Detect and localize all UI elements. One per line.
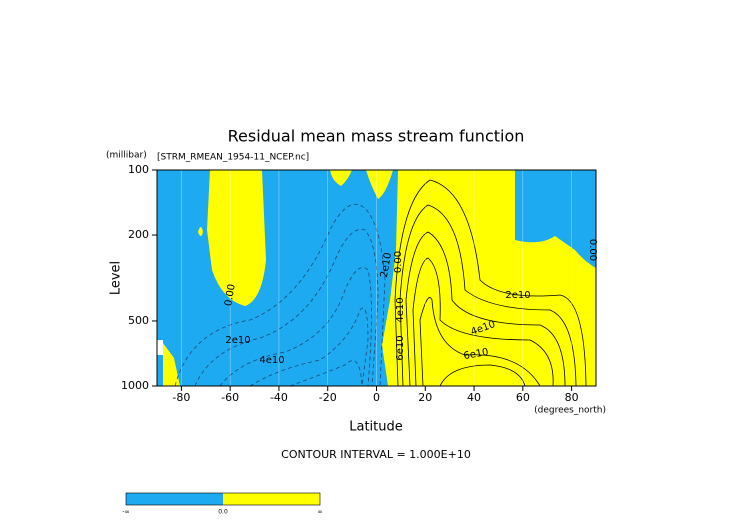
- x-tick-label: 20: [418, 391, 432, 404]
- chart-title: Residual mean mass stream function: [228, 127, 525, 146]
- colorbar-label: ∞: [318, 509, 323, 516]
- colorbar: -∞ 0.0 ∞: [122, 492, 323, 516]
- contour-label: 0.00: [587, 239, 598, 261]
- contour-label: 2e10: [505, 290, 530, 301]
- x-tick-label: -60: [221, 391, 239, 404]
- x-axis-label: Latitude: [349, 420, 403, 435]
- x-unit: (degrees_north): [534, 406, 606, 416]
- contour-label: 4e10: [395, 297, 406, 322]
- missing-data: [157, 340, 163, 355]
- contour-label: 4e10: [259, 355, 284, 366]
- x-tick-label: 0: [373, 391, 380, 404]
- x-tick-label: -40: [270, 391, 288, 404]
- y-tick-label: 500: [128, 314, 149, 327]
- x-tick-label: 80: [565, 391, 579, 404]
- colorbar-positive: [223, 493, 320, 505]
- x-tick-label: 40: [467, 391, 481, 404]
- y-tick-label: 100: [128, 163, 149, 176]
- colorbar-negative: [126, 493, 223, 505]
- y-unit: (millibar): [106, 151, 147, 161]
- contour-label: 2e10: [379, 252, 394, 279]
- contour-label: 0.00: [223, 283, 238, 307]
- contour-label: 0.00: [393, 251, 404, 273]
- contour-label: 6e10: [463, 347, 490, 362]
- x-tick-label: 60: [516, 391, 530, 404]
- contour-lines: [174, 179, 587, 387]
- colorbar-label: -∞: [122, 509, 129, 516]
- footer-note: CONTOUR INTERVAL = 1.000E+10: [281, 448, 471, 461]
- x-tick-label: -80: [172, 391, 190, 404]
- y-tick-label: 1000: [121, 379, 149, 392]
- y-axis-label: Level: [109, 261, 124, 295]
- subtitle: [STRM_RMEAN_1954-11_NCEP.nc]: [157, 153, 309, 163]
- y-tick-label: 200: [128, 228, 149, 241]
- colorbar-label: 0.0: [218, 509, 228, 516]
- contour-label: 6e10: [395, 335, 406, 360]
- axes: [152, 169, 597, 391]
- colorbar-frame: [125, 492, 321, 506]
- positive-regions: [163, 170, 596, 386]
- plot-area: [157, 170, 596, 387]
- x-tick-label: -20: [319, 391, 337, 404]
- contour-label: 2e10: [225, 335, 250, 346]
